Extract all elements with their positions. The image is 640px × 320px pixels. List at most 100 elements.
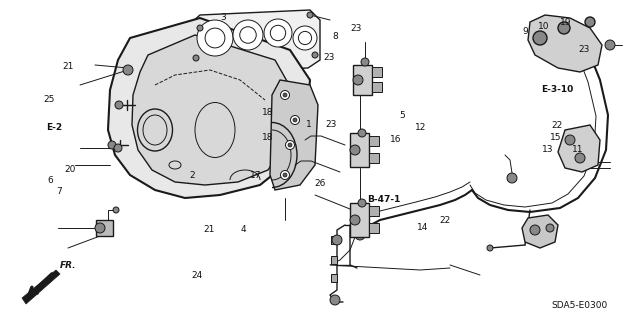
Circle shape [358, 129, 366, 137]
Circle shape [575, 153, 585, 163]
Circle shape [113, 207, 119, 213]
Circle shape [293, 26, 317, 50]
Circle shape [123, 65, 133, 75]
Polygon shape [369, 223, 379, 233]
Circle shape [530, 225, 540, 235]
Text: 22: 22 [551, 121, 563, 130]
Circle shape [233, 20, 263, 50]
Circle shape [330, 295, 340, 305]
Polygon shape [350, 133, 369, 167]
Polygon shape [372, 82, 382, 92]
Polygon shape [558, 125, 600, 172]
Circle shape [533, 31, 547, 45]
Circle shape [205, 28, 225, 48]
Circle shape [114, 144, 122, 152]
Circle shape [115, 101, 123, 109]
Polygon shape [132, 35, 292, 185]
Polygon shape [528, 15, 602, 72]
Polygon shape [372, 67, 382, 77]
Text: 25: 25 [44, 95, 55, 104]
Text: 15: 15 [550, 133, 561, 142]
Text: 23: 23 [326, 120, 337, 129]
Polygon shape [270, 80, 318, 190]
Circle shape [585, 17, 595, 27]
Polygon shape [369, 206, 379, 216]
Polygon shape [522, 215, 558, 248]
Text: 11: 11 [572, 145, 583, 154]
Text: 5: 5 [399, 111, 404, 120]
Circle shape [605, 40, 615, 50]
Polygon shape [188, 10, 320, 72]
Circle shape [288, 143, 292, 147]
Circle shape [280, 91, 289, 100]
Circle shape [283, 173, 287, 177]
Circle shape [358, 199, 366, 207]
Text: 21: 21 [203, 225, 214, 234]
Text: E-2: E-2 [46, 123, 63, 132]
Text: 20: 20 [65, 165, 76, 174]
Text: 22: 22 [439, 216, 451, 225]
Circle shape [95, 223, 105, 233]
Text: 6: 6 [48, 176, 53, 185]
Polygon shape [22, 270, 60, 304]
Text: 21: 21 [63, 62, 74, 71]
Circle shape [108, 141, 116, 149]
Circle shape [298, 31, 312, 44]
Circle shape [487, 245, 493, 251]
Circle shape [193, 55, 199, 61]
Polygon shape [350, 203, 369, 237]
Text: 24: 24 [191, 271, 203, 280]
Text: 19: 19 [560, 18, 572, 27]
Text: 1: 1 [306, 120, 311, 129]
Text: E-3-10: E-3-10 [541, 85, 573, 94]
Circle shape [293, 118, 297, 122]
Circle shape [197, 20, 233, 56]
Polygon shape [353, 65, 372, 95]
Polygon shape [369, 136, 379, 146]
Circle shape [507, 173, 517, 183]
Text: SDA5-E0300: SDA5-E0300 [552, 301, 608, 310]
Circle shape [280, 171, 289, 180]
Polygon shape [96, 220, 113, 236]
Text: 12: 12 [415, 123, 427, 132]
Circle shape [197, 25, 203, 31]
Text: B-47-1: B-47-1 [367, 196, 401, 204]
Text: 8: 8 [333, 32, 338, 41]
Polygon shape [331, 256, 337, 264]
Polygon shape [331, 274, 337, 282]
Text: 23: 23 [578, 45, 589, 54]
Text: 18: 18 [262, 133, 273, 142]
Circle shape [350, 215, 360, 225]
Circle shape [355, 230, 365, 240]
Circle shape [353, 75, 363, 85]
Circle shape [283, 93, 287, 97]
Text: 10: 10 [538, 22, 549, 31]
Text: FR.: FR. [60, 261, 77, 270]
Polygon shape [369, 153, 379, 163]
Text: 2: 2 [189, 171, 195, 180]
Text: 26: 26 [314, 180, 326, 188]
Text: 3: 3 [220, 13, 225, 22]
Text: 13: 13 [542, 145, 554, 154]
Circle shape [312, 52, 318, 58]
Circle shape [270, 25, 285, 41]
Text: 7: 7 [57, 187, 62, 196]
Text: 18: 18 [262, 108, 273, 117]
Polygon shape [331, 236, 337, 244]
Text: 16: 16 [390, 135, 402, 144]
Circle shape [565, 135, 575, 145]
Circle shape [307, 12, 313, 18]
Text: 4: 4 [241, 225, 246, 234]
Text: 23: 23 [323, 53, 335, 62]
Circle shape [264, 19, 292, 47]
Circle shape [285, 140, 294, 149]
Circle shape [332, 235, 342, 245]
Circle shape [350, 145, 360, 155]
Text: 9: 9 [522, 28, 527, 36]
Circle shape [291, 116, 300, 124]
Circle shape [361, 58, 369, 66]
Circle shape [558, 22, 570, 34]
Text: 17: 17 [250, 171, 262, 180]
Text: 23: 23 [350, 24, 362, 33]
Circle shape [240, 27, 256, 43]
